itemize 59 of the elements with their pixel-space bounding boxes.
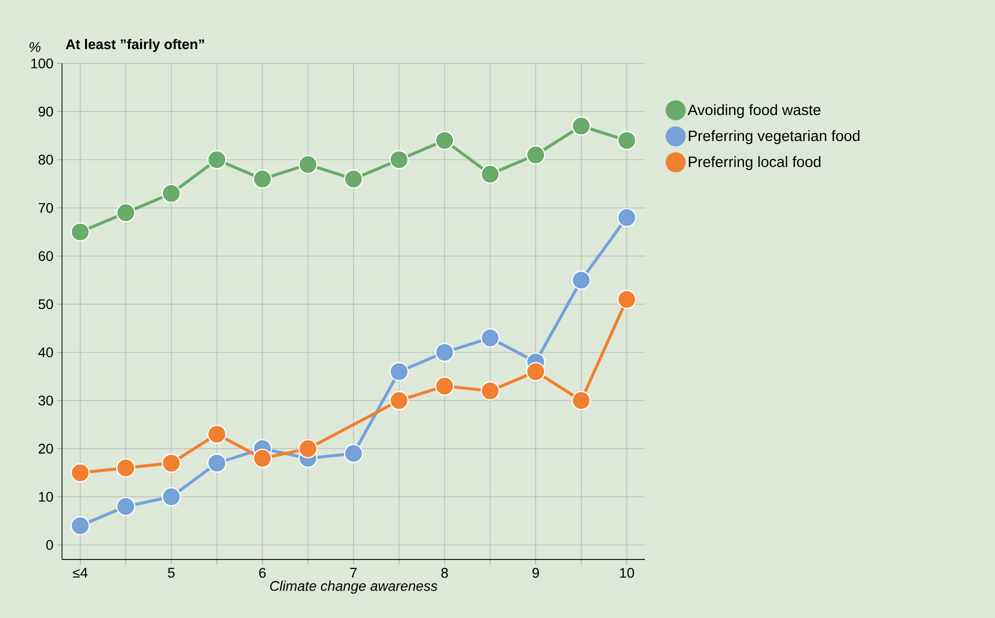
x-tick-label: 9 <box>532 568 539 578</box>
y-tick-label: 100 <box>31 58 53 68</box>
y-tick-label: 10 <box>39 492 53 502</box>
point <box>116 203 136 222</box>
point <box>344 169 364 189</box>
point <box>298 154 318 174</box>
point <box>207 454 226 473</box>
x-tick-label: ≤4 <box>72 568 88 578</box>
point <box>162 184 181 204</box>
y-tick-label: 40 <box>38 347 53 358</box>
x-tick-label: 8 <box>441 568 448 578</box>
point <box>70 222 90 242</box>
point <box>526 145 546 165</box>
y-tick-label: 80 <box>38 154 53 165</box>
point <box>480 164 500 184</box>
point <box>298 439 318 458</box>
legend-label: Preferring local food <box>688 156 820 170</box>
point <box>435 130 454 150</box>
y-tick-label: 30 <box>38 396 53 406</box>
point <box>70 463 90 482</box>
point <box>70 516 90 536</box>
y-axis-title: % <box>30 42 40 52</box>
x-axis-title: Climate change awareness <box>270 580 438 594</box>
x-tick-label: 6 <box>259 568 266 578</box>
legend-label: Avoiding food waste <box>688 104 820 118</box>
point <box>480 328 500 348</box>
x-tick-label: 10 <box>620 568 634 578</box>
point <box>207 150 226 170</box>
y-tick-label: 60 <box>38 251 53 261</box>
point <box>162 487 181 506</box>
point <box>162 454 181 473</box>
point <box>344 444 364 464</box>
y-tick-label: 90 <box>38 106 53 117</box>
point <box>526 362 546 382</box>
point <box>389 150 409 170</box>
x-tick-label: 7 <box>350 568 357 578</box>
point <box>389 362 409 382</box>
point <box>572 116 591 136</box>
point <box>389 390 409 410</box>
point <box>207 424 226 444</box>
point <box>617 208 636 228</box>
y-tick-label: 0 <box>46 540 53 550</box>
point <box>435 376 454 396</box>
point <box>116 496 136 516</box>
point <box>617 130 636 150</box>
point <box>572 270 591 290</box>
point <box>617 290 636 309</box>
point <box>435 342 454 362</box>
y-tick-label: 20 <box>38 444 53 454</box>
point <box>252 448 272 468</box>
point <box>572 390 591 410</box>
point <box>252 169 272 189</box>
y-tick-label: 70 <box>38 202 53 213</box>
x-tick-label: 5 <box>168 568 175 578</box>
chart-title: At least ”fairly often” <box>66 38 204 52</box>
point <box>116 458 136 478</box>
point <box>480 381 500 400</box>
y-tick-label: 50 <box>38 299 53 310</box>
legend-label: Preferring vegetarian food <box>688 130 860 144</box>
